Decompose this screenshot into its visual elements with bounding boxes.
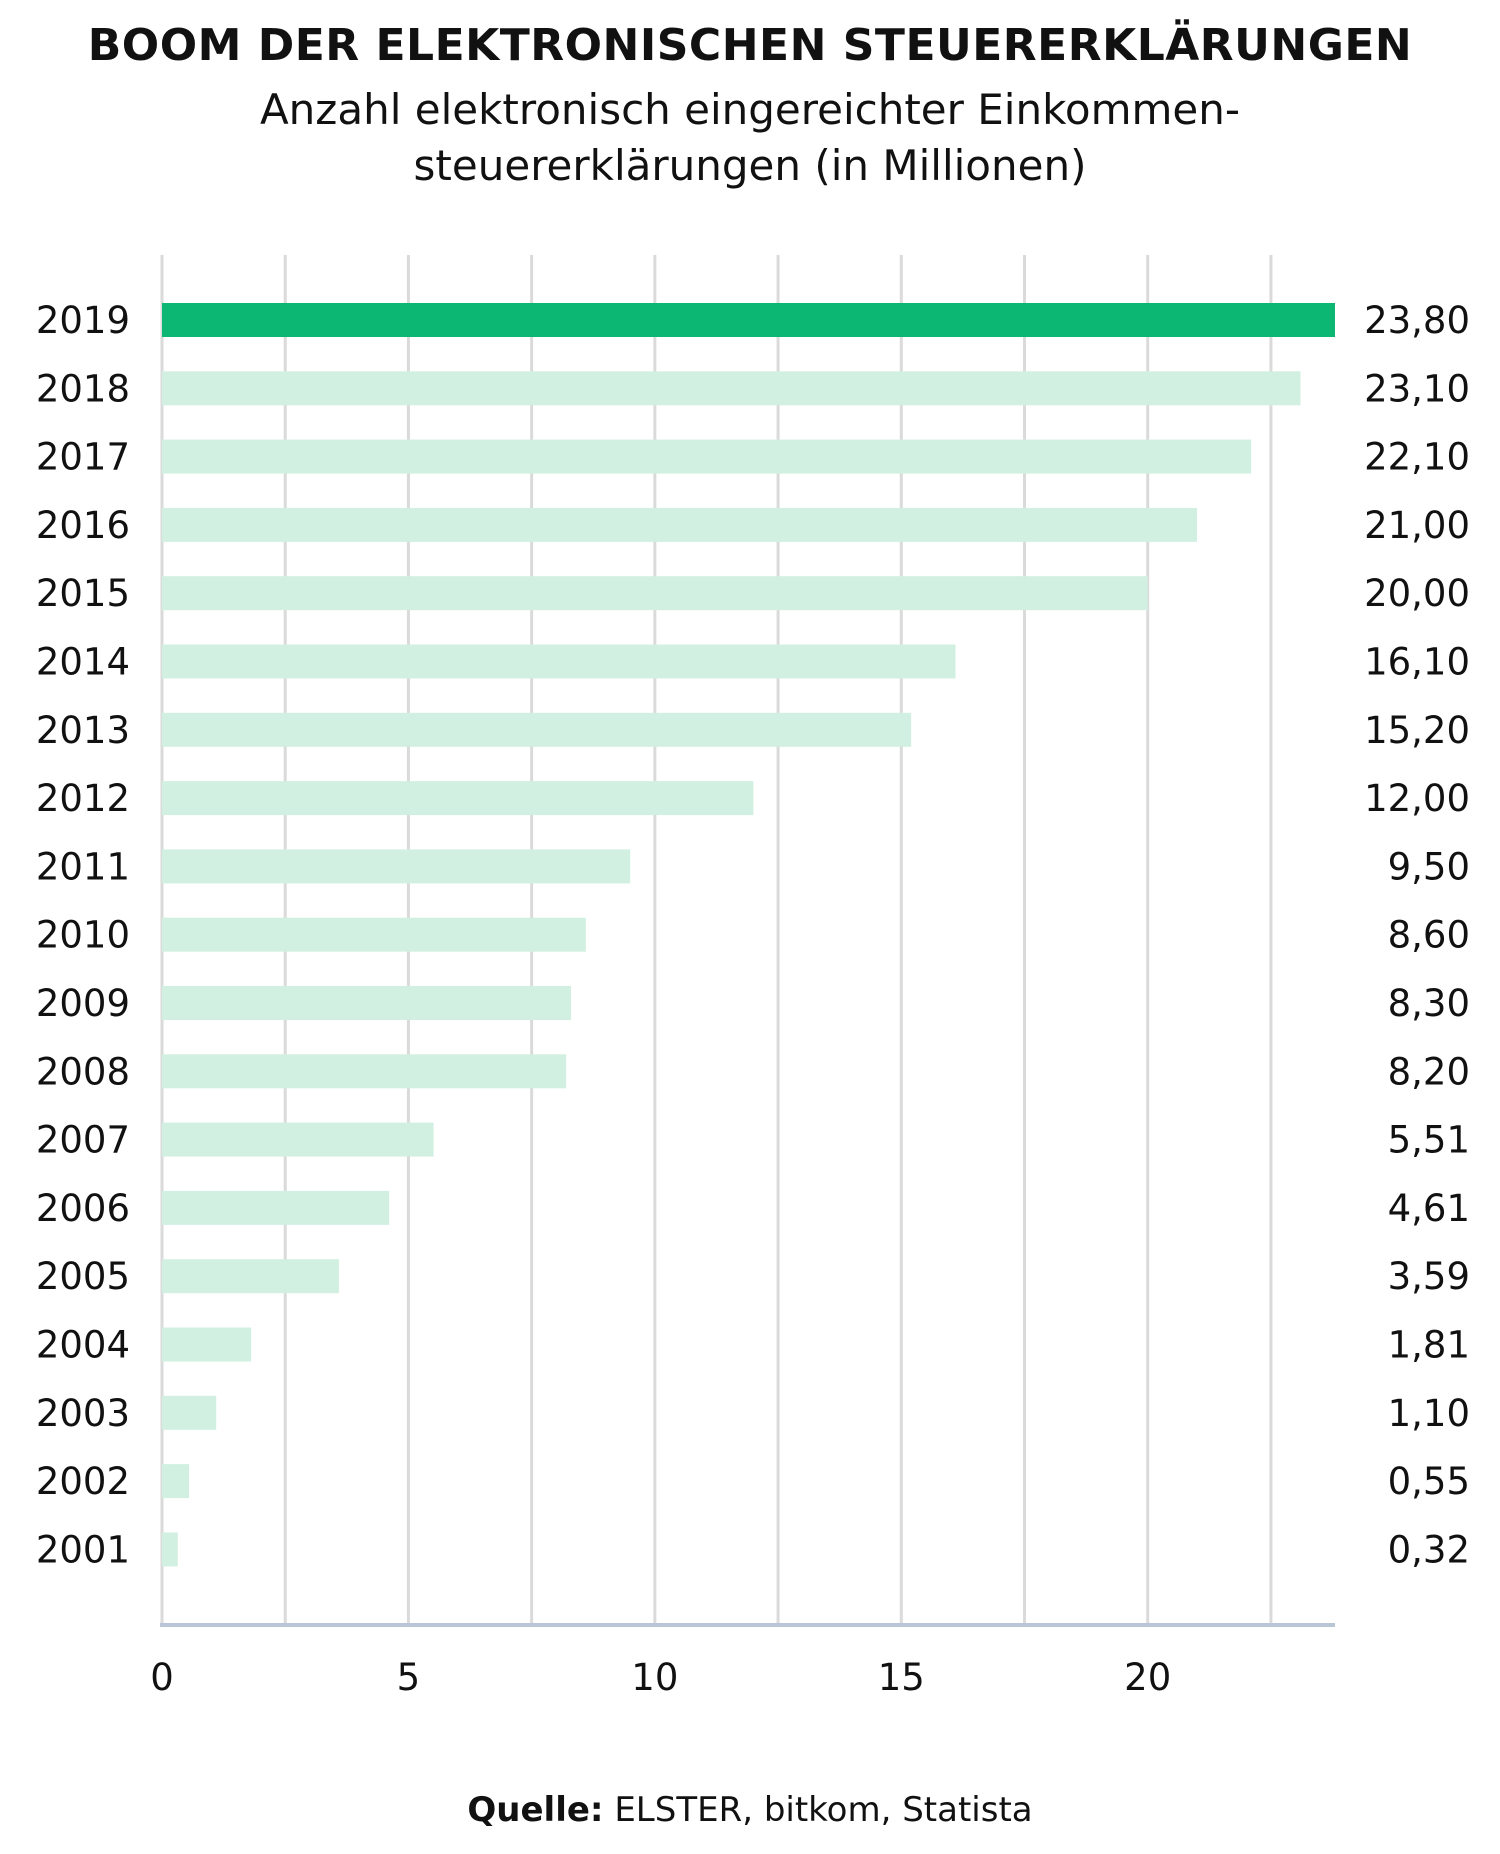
data-label: 23,10 xyxy=(1364,367,1470,410)
x-tick-label: 0 xyxy=(150,1656,174,1699)
data-label: 12,00 xyxy=(1364,777,1470,820)
bar-2009 xyxy=(162,986,572,1020)
x-tick-label: 5 xyxy=(397,1656,421,1699)
category-label: 2002 xyxy=(36,1460,130,1503)
category-label: 2019 xyxy=(36,299,130,342)
bar-2015 xyxy=(162,576,1148,611)
bar-2004 xyxy=(162,1327,252,1362)
data-label: 8,60 xyxy=(1388,914,1470,957)
category-label: 2013 xyxy=(36,709,130,752)
bar-2013 xyxy=(162,712,912,747)
bar-2006 xyxy=(162,1190,390,1225)
data-label: 0,55 xyxy=(1388,1460,1470,1503)
bar-2014 xyxy=(162,644,956,679)
chart-subtitle: Anzahl elektronisch eingereichter Einkom… xyxy=(259,85,1241,190)
chart-title: BOOM DER ELEKTRONISCHEN STEUERERKLÄRUNGE… xyxy=(87,20,1413,71)
data-label: 20,00 xyxy=(1364,572,1470,615)
category-label: 2010 xyxy=(36,914,130,957)
bar-2003 xyxy=(162,1395,217,1430)
bar-2001 xyxy=(162,1532,178,1567)
data-label: 23,80 xyxy=(1364,299,1470,342)
data-label: 22,10 xyxy=(1364,436,1470,479)
category-label: 2008 xyxy=(36,1050,130,1093)
data-label: 9,50 xyxy=(1388,845,1470,888)
data-label: 15,20 xyxy=(1364,709,1470,752)
category-label: 2016 xyxy=(36,504,130,547)
category-label: 2005 xyxy=(36,1255,130,1298)
data-label: 3,59 xyxy=(1388,1255,1470,1298)
x-axis: 0 5 10 15 20 xyxy=(150,1623,1335,1699)
x-tick-label: 15 xyxy=(878,1656,925,1699)
category-label: 2017 xyxy=(36,436,130,479)
bar-2012 xyxy=(162,781,754,816)
category-label: 2009 xyxy=(36,982,130,1025)
data-label: 8,20 xyxy=(1388,1050,1470,1093)
category-label: 2014 xyxy=(36,641,130,684)
category-label: 2001 xyxy=(36,1528,130,1571)
bar-2002 xyxy=(162,1464,190,1499)
data-label: 1,81 xyxy=(1388,1324,1470,1367)
source-line: Quelle: ELSTER, bitkom, Statista xyxy=(0,1790,1500,1830)
bar-2018 xyxy=(162,371,1301,406)
data-label: 5,51 xyxy=(1388,1119,1470,1162)
source-text: ELSTER, bitkom, Statista xyxy=(614,1790,1033,1830)
bar-2019 xyxy=(162,303,1335,337)
category-label: 2003 xyxy=(36,1392,130,1435)
data-label: 0,32 xyxy=(1388,1528,1470,1571)
category-label: 2004 xyxy=(36,1324,130,1367)
category-label: 2012 xyxy=(36,777,130,820)
category-label: 2011 xyxy=(36,845,130,888)
bars xyxy=(162,303,1335,1567)
data-label: 8,30 xyxy=(1388,982,1470,1025)
bar-2010 xyxy=(162,917,586,952)
labels: 2019 23,80 2018 23,10 2017 22,10 2016 21,00 2015… xyxy=(36,299,1470,1571)
bar-2011 xyxy=(162,849,631,884)
bar-2008 xyxy=(162,1054,567,1089)
bar-2005 xyxy=(162,1259,339,1294)
data-label: 16,10 xyxy=(1364,641,1470,684)
x-tick-label: 10 xyxy=(631,1656,678,1699)
category-label: 2006 xyxy=(36,1187,130,1230)
bar-2017 xyxy=(162,439,1252,474)
bar-2016 xyxy=(162,507,1197,542)
bar-2007 xyxy=(162,1122,434,1157)
category-label: 2018 xyxy=(36,367,130,410)
source-label: Quelle: xyxy=(467,1790,604,1830)
data-label: 4,61 xyxy=(1388,1187,1470,1230)
data-label: 1,10 xyxy=(1388,1392,1470,1435)
category-label: 2015 xyxy=(36,572,130,615)
data-label: 21,00 xyxy=(1364,504,1470,547)
category-label: 2007 xyxy=(36,1119,130,1162)
x-tick-label: 20 xyxy=(1124,1656,1171,1699)
